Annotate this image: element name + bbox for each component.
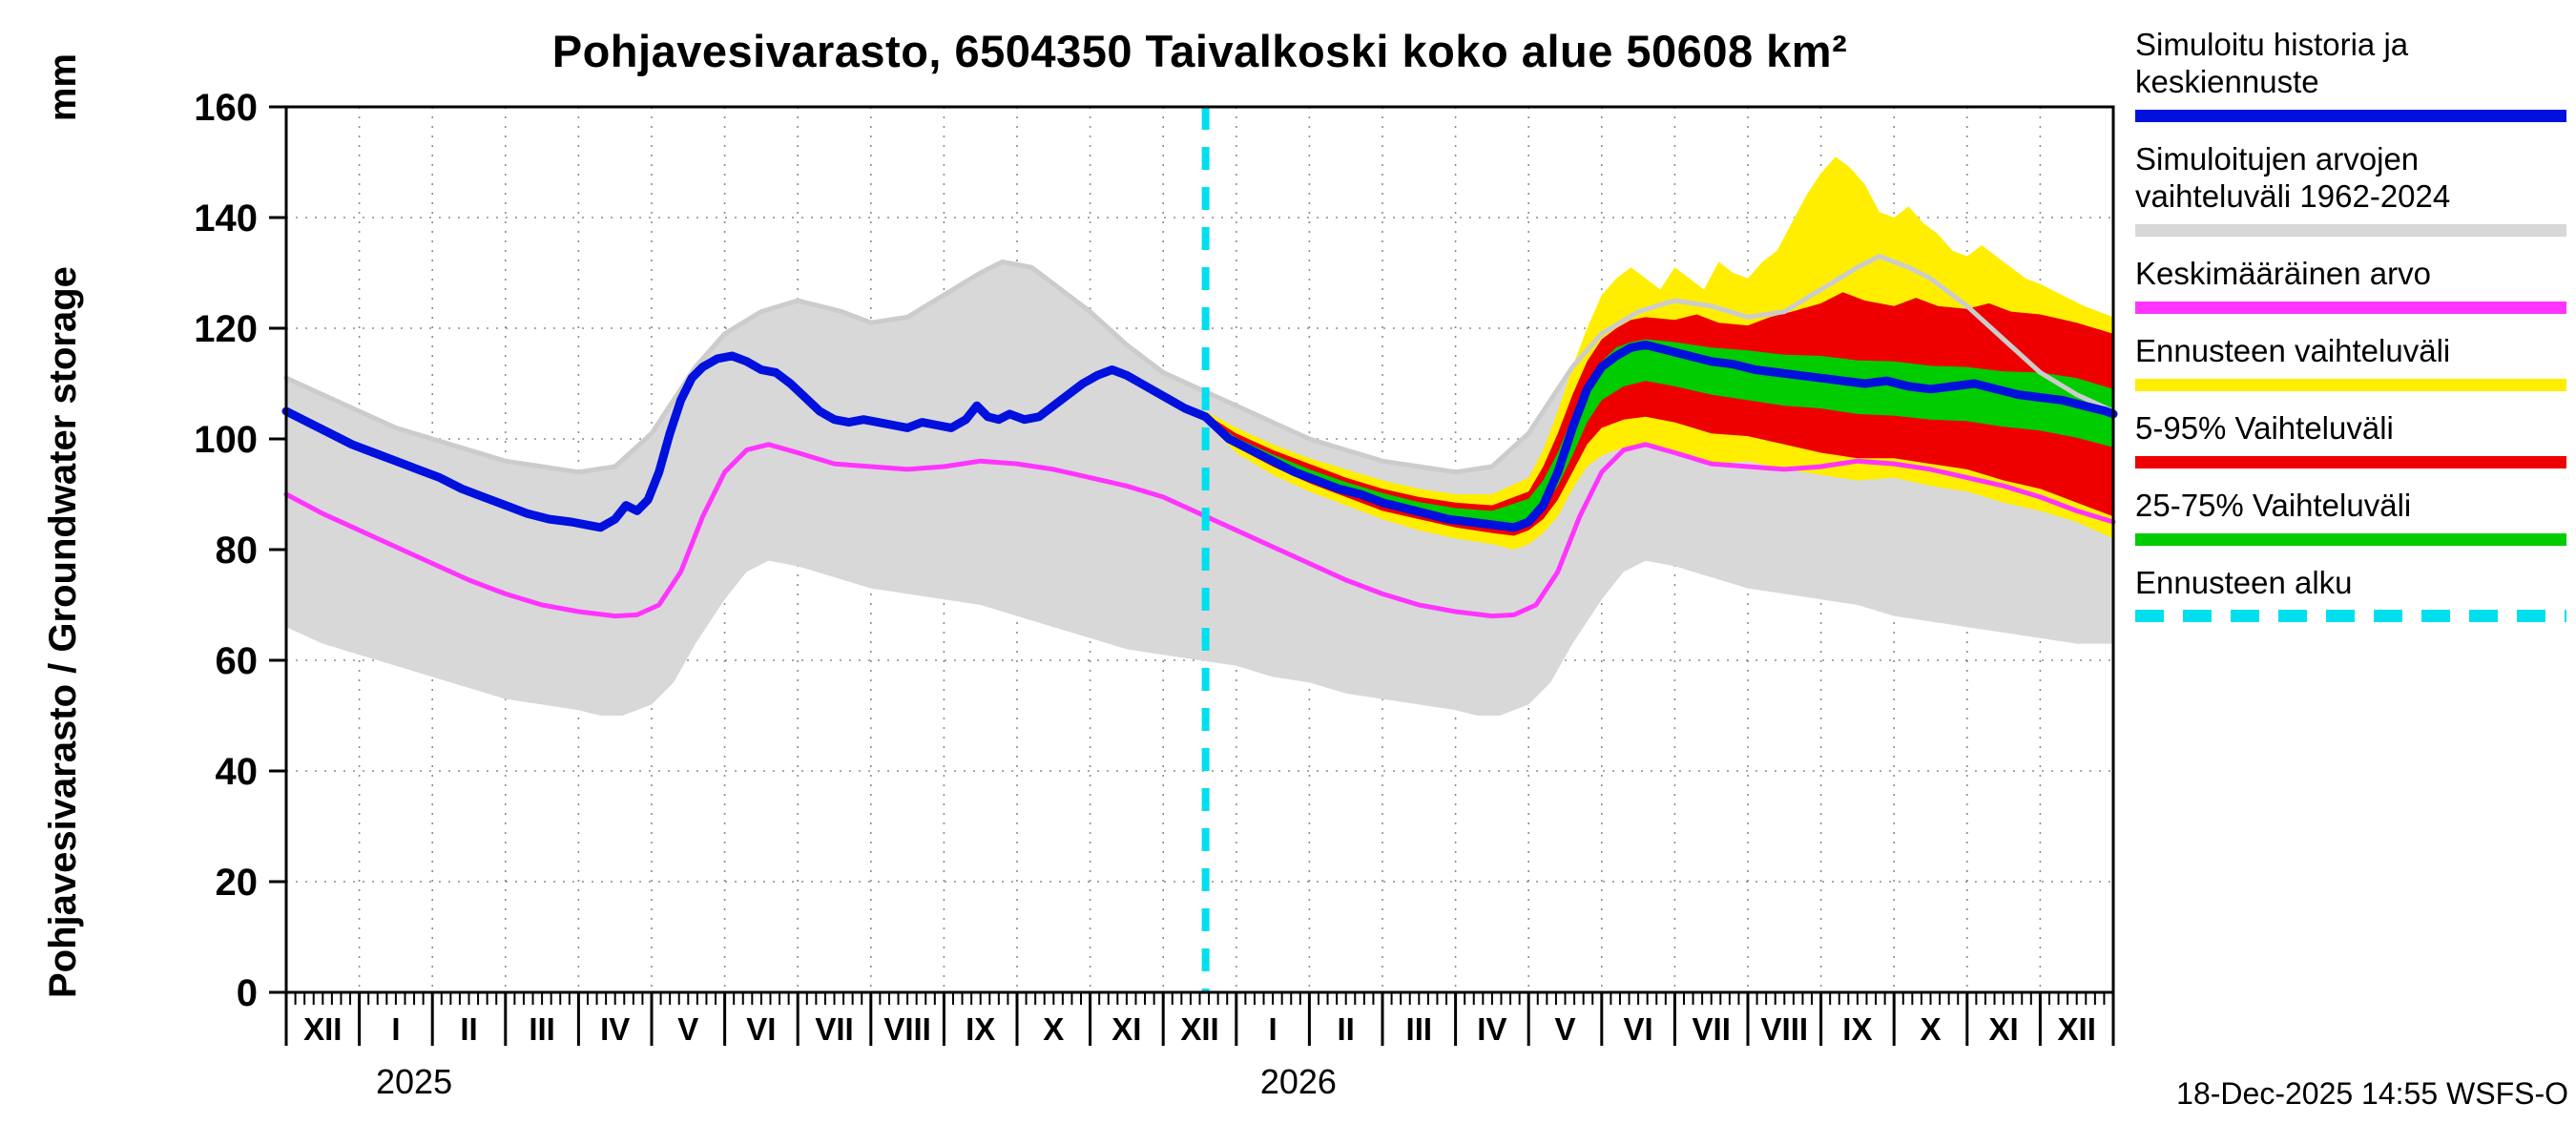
y-tick-label: 160	[194, 87, 258, 129]
legend-item-forecast-range: Ennusteen vaihteluväli	[2135, 333, 2566, 391]
legend-item-mean-value: Keskimääräinen arvo	[2135, 256, 2566, 314]
x-tick-label: II	[1338, 1011, 1355, 1047]
legend-swatch-blue-line	[2135, 109, 2566, 122]
x-tick-label: I	[1269, 1011, 1278, 1047]
y-tick-label: 140	[194, 198, 258, 239]
x-tick-label: VI	[1624, 1011, 1653, 1047]
x-tick-label: VI	[746, 1011, 776, 1047]
legend-label: Ennusteen alku	[2135, 564, 2353, 600]
simulated-range-top-edge-line	[283, 254, 2116, 475]
x-tick-label: I	[391, 1011, 400, 1047]
legend-swatch-gray-band	[2135, 223, 2566, 237]
legend: Simuloitu historia ja keskiennuste Simul…	[2135, 27, 2566, 641]
y-tick-label: 80	[216, 530, 259, 572]
legend-swatch-red-band	[2135, 455, 2566, 468]
x-tick-label: VII	[1693, 1011, 1731, 1047]
legend-swatch-yellow-band	[2135, 378, 2566, 391]
x-tick-label: IX	[966, 1011, 995, 1047]
legend-label: Keskimääräinen arvo	[2135, 255, 2431, 291]
legend-swatch-magenta-line	[2135, 301, 2566, 314]
x-tick-label: IV	[1477, 1011, 1506, 1047]
history-and-mean-forecast-line	[281, 340, 2118, 532]
footer-timestamp: 18-Dec-2025 14:55 WSFS-O	[2176, 1076, 2568, 1111]
x-tick-label: VIII	[883, 1011, 931, 1047]
legend-label: 25-75% Vaihteluväli	[2135, 487, 2412, 523]
legend-item-simulated-range: Simuloitujen arvojen vaihteluväli 1962-2…	[2135, 141, 2566, 237]
x-tick-label: XI	[1989, 1011, 2019, 1047]
legend-item-forecast-start: Ennusteen alku	[2135, 565, 2566, 623]
y-tick-label: 60	[216, 640, 259, 682]
range-5-95-band	[1205, 292, 2113, 536]
x-tick-label: III	[529, 1011, 555, 1047]
x-tick-label: XII	[1180, 1011, 1218, 1047]
range-25-75-band	[1205, 339, 2113, 527]
legend-swatch-cyan-dashed-line	[2135, 610, 2566, 623]
x-tick-label: VII	[815, 1011, 853, 1047]
mean-value-line	[283, 442, 2116, 619]
legend-label: Simuloitu historia ja keskiennuste	[2135, 27, 2409, 99]
legend-item-25-75-range: 25-75% Vaihteluväli	[2135, 488, 2566, 546]
year-label: 2026	[1260, 1062, 1337, 1101]
x-tick-label: III	[1406, 1011, 1433, 1047]
x-tick-label: X	[1043, 1011, 1064, 1047]
legend-item-5-95-range: 5-95% Vaihteluväli	[2135, 410, 2566, 468]
x-tick-label: VIII	[1761, 1011, 1809, 1047]
x-tick-label: V	[1554, 1011, 1575, 1047]
x-tick-label: II	[460, 1011, 477, 1047]
legend-label: Simuloitujen arvojen vaihteluväli 1962-2…	[2135, 140, 2451, 214]
legend-label: Ennusteen vaihteluväli	[2135, 332, 2451, 368]
x-tick-label: V	[677, 1011, 698, 1047]
page-title: Pohjavesivarasto, 6504350 Taivalkoski ko…	[551, 26, 1848, 76]
y-tick-label: 0	[237, 972, 258, 1014]
x-tick-label: X	[1920, 1011, 1941, 1047]
x-tick-label: XII	[2058, 1011, 2096, 1047]
x-tick-label: IV	[600, 1011, 630, 1047]
legend-swatch-green-band	[2135, 532, 2566, 546]
x-tick-label: XI	[1111, 1011, 1141, 1047]
legend-item-history-mean-forecast: Simuloitu historia ja keskiennuste	[2135, 27, 2566, 122]
x-tick-label: XII	[303, 1011, 342, 1047]
year-label: 2025	[376, 1062, 452, 1101]
y-tick-label: 120	[194, 308, 258, 350]
y-tick-label: 20	[216, 862, 259, 904]
x-tick-label: IX	[1842, 1011, 1872, 1047]
y-tick-label: 100	[194, 419, 258, 461]
legend-label: 5-95% Vaihteluväli	[2135, 409, 2394, 446]
y-tick-label: 40	[216, 751, 259, 793]
